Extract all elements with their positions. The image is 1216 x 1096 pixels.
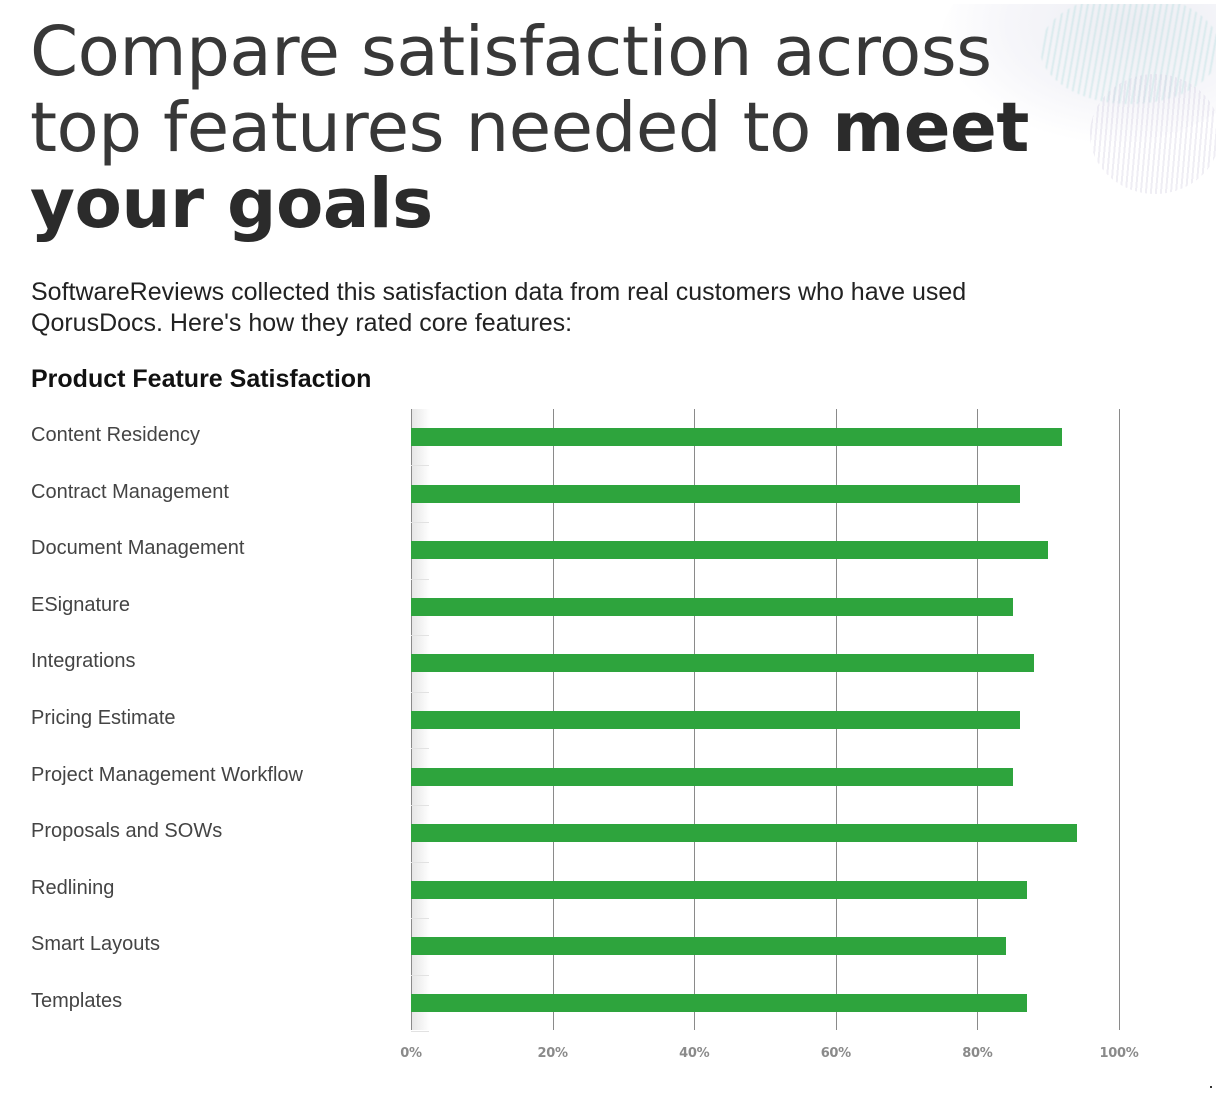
category-label: Proposals and SOWs bbox=[31, 820, 223, 843]
bar-smart-layouts bbox=[411, 937, 1006, 956]
gridline bbox=[1119, 409, 1120, 1030]
page-headline: Compare satisfaction across top features… bbox=[30, 14, 1210, 242]
bar-integrations bbox=[411, 654, 1035, 673]
plot-area bbox=[411, 409, 1120, 1033]
row-separator-tick bbox=[411, 748, 429, 750]
chart-title: Product Feature Satisfaction bbox=[31, 365, 372, 393]
x-tick-label: 60% bbox=[820, 1046, 852, 1061]
row-separator-tick bbox=[411, 578, 429, 580]
category-label: ESignature bbox=[31, 593, 130, 616]
row-separator-tick bbox=[411, 691, 429, 693]
category-label: Content Residency bbox=[31, 424, 200, 446]
headline-emphasis-goals: your goals bbox=[30, 164, 433, 244]
headline-emphasis-meet: meet bbox=[832, 88, 1029, 168]
bar-contract-management bbox=[411, 484, 1020, 503]
category-label: Project Management Workflow bbox=[31, 763, 303, 786]
headline-line-2: top features needed to bbox=[30, 88, 833, 168]
category-label: Smart Layouts bbox=[31, 933, 160, 956]
intro-paragraph: SoftwareReviews collected this satisfact… bbox=[31, 278, 967, 337]
bar-templates bbox=[411, 994, 1027, 1012]
bar-project-management-workflow bbox=[411, 767, 1013, 786]
row-separator-tick bbox=[411, 465, 429, 467]
row-separator-tick bbox=[411, 861, 429, 863]
row-separator-tick bbox=[411, 974, 429, 976]
row-separator-tick bbox=[411, 635, 429, 637]
category-label: Contract Management bbox=[31, 480, 229, 503]
row-separator-tick bbox=[411, 1031, 429, 1033]
bar-proposals-and-sows bbox=[411, 824, 1077, 843]
row-separator-tick bbox=[411, 804, 429, 806]
category-label: Integrations bbox=[31, 650, 136, 673]
x-tick-label: 80% bbox=[962, 1046, 993, 1061]
x-tick-label: 0% bbox=[400, 1046, 422, 1061]
bar-esignature bbox=[411, 597, 1013, 616]
row-separator-tick bbox=[411, 918, 429, 920]
x-tick-label: 20% bbox=[537, 1046, 568, 1061]
category-label: Redlining bbox=[31, 876, 115, 899]
row-separator-tick bbox=[411, 521, 429, 523]
category-label: Pricing Estimate bbox=[31, 707, 176, 729]
x-tick-label: 40% bbox=[679, 1046, 710, 1061]
corner-dot bbox=[1210, 1086, 1212, 1088]
headline-line-1: Compare satisfaction across bbox=[30, 12, 992, 92]
category-label: Document Management bbox=[31, 537, 245, 560]
bar-document-management bbox=[411, 541, 1049, 560]
bar-content-residency bbox=[411, 428, 1063, 446]
category-label: Templates bbox=[31, 990, 123, 1012]
bar-pricing-estimate bbox=[411, 711, 1020, 729]
bar-redlining bbox=[411, 880, 1027, 899]
x-tick-label: 100% bbox=[1099, 1046, 1139, 1061]
